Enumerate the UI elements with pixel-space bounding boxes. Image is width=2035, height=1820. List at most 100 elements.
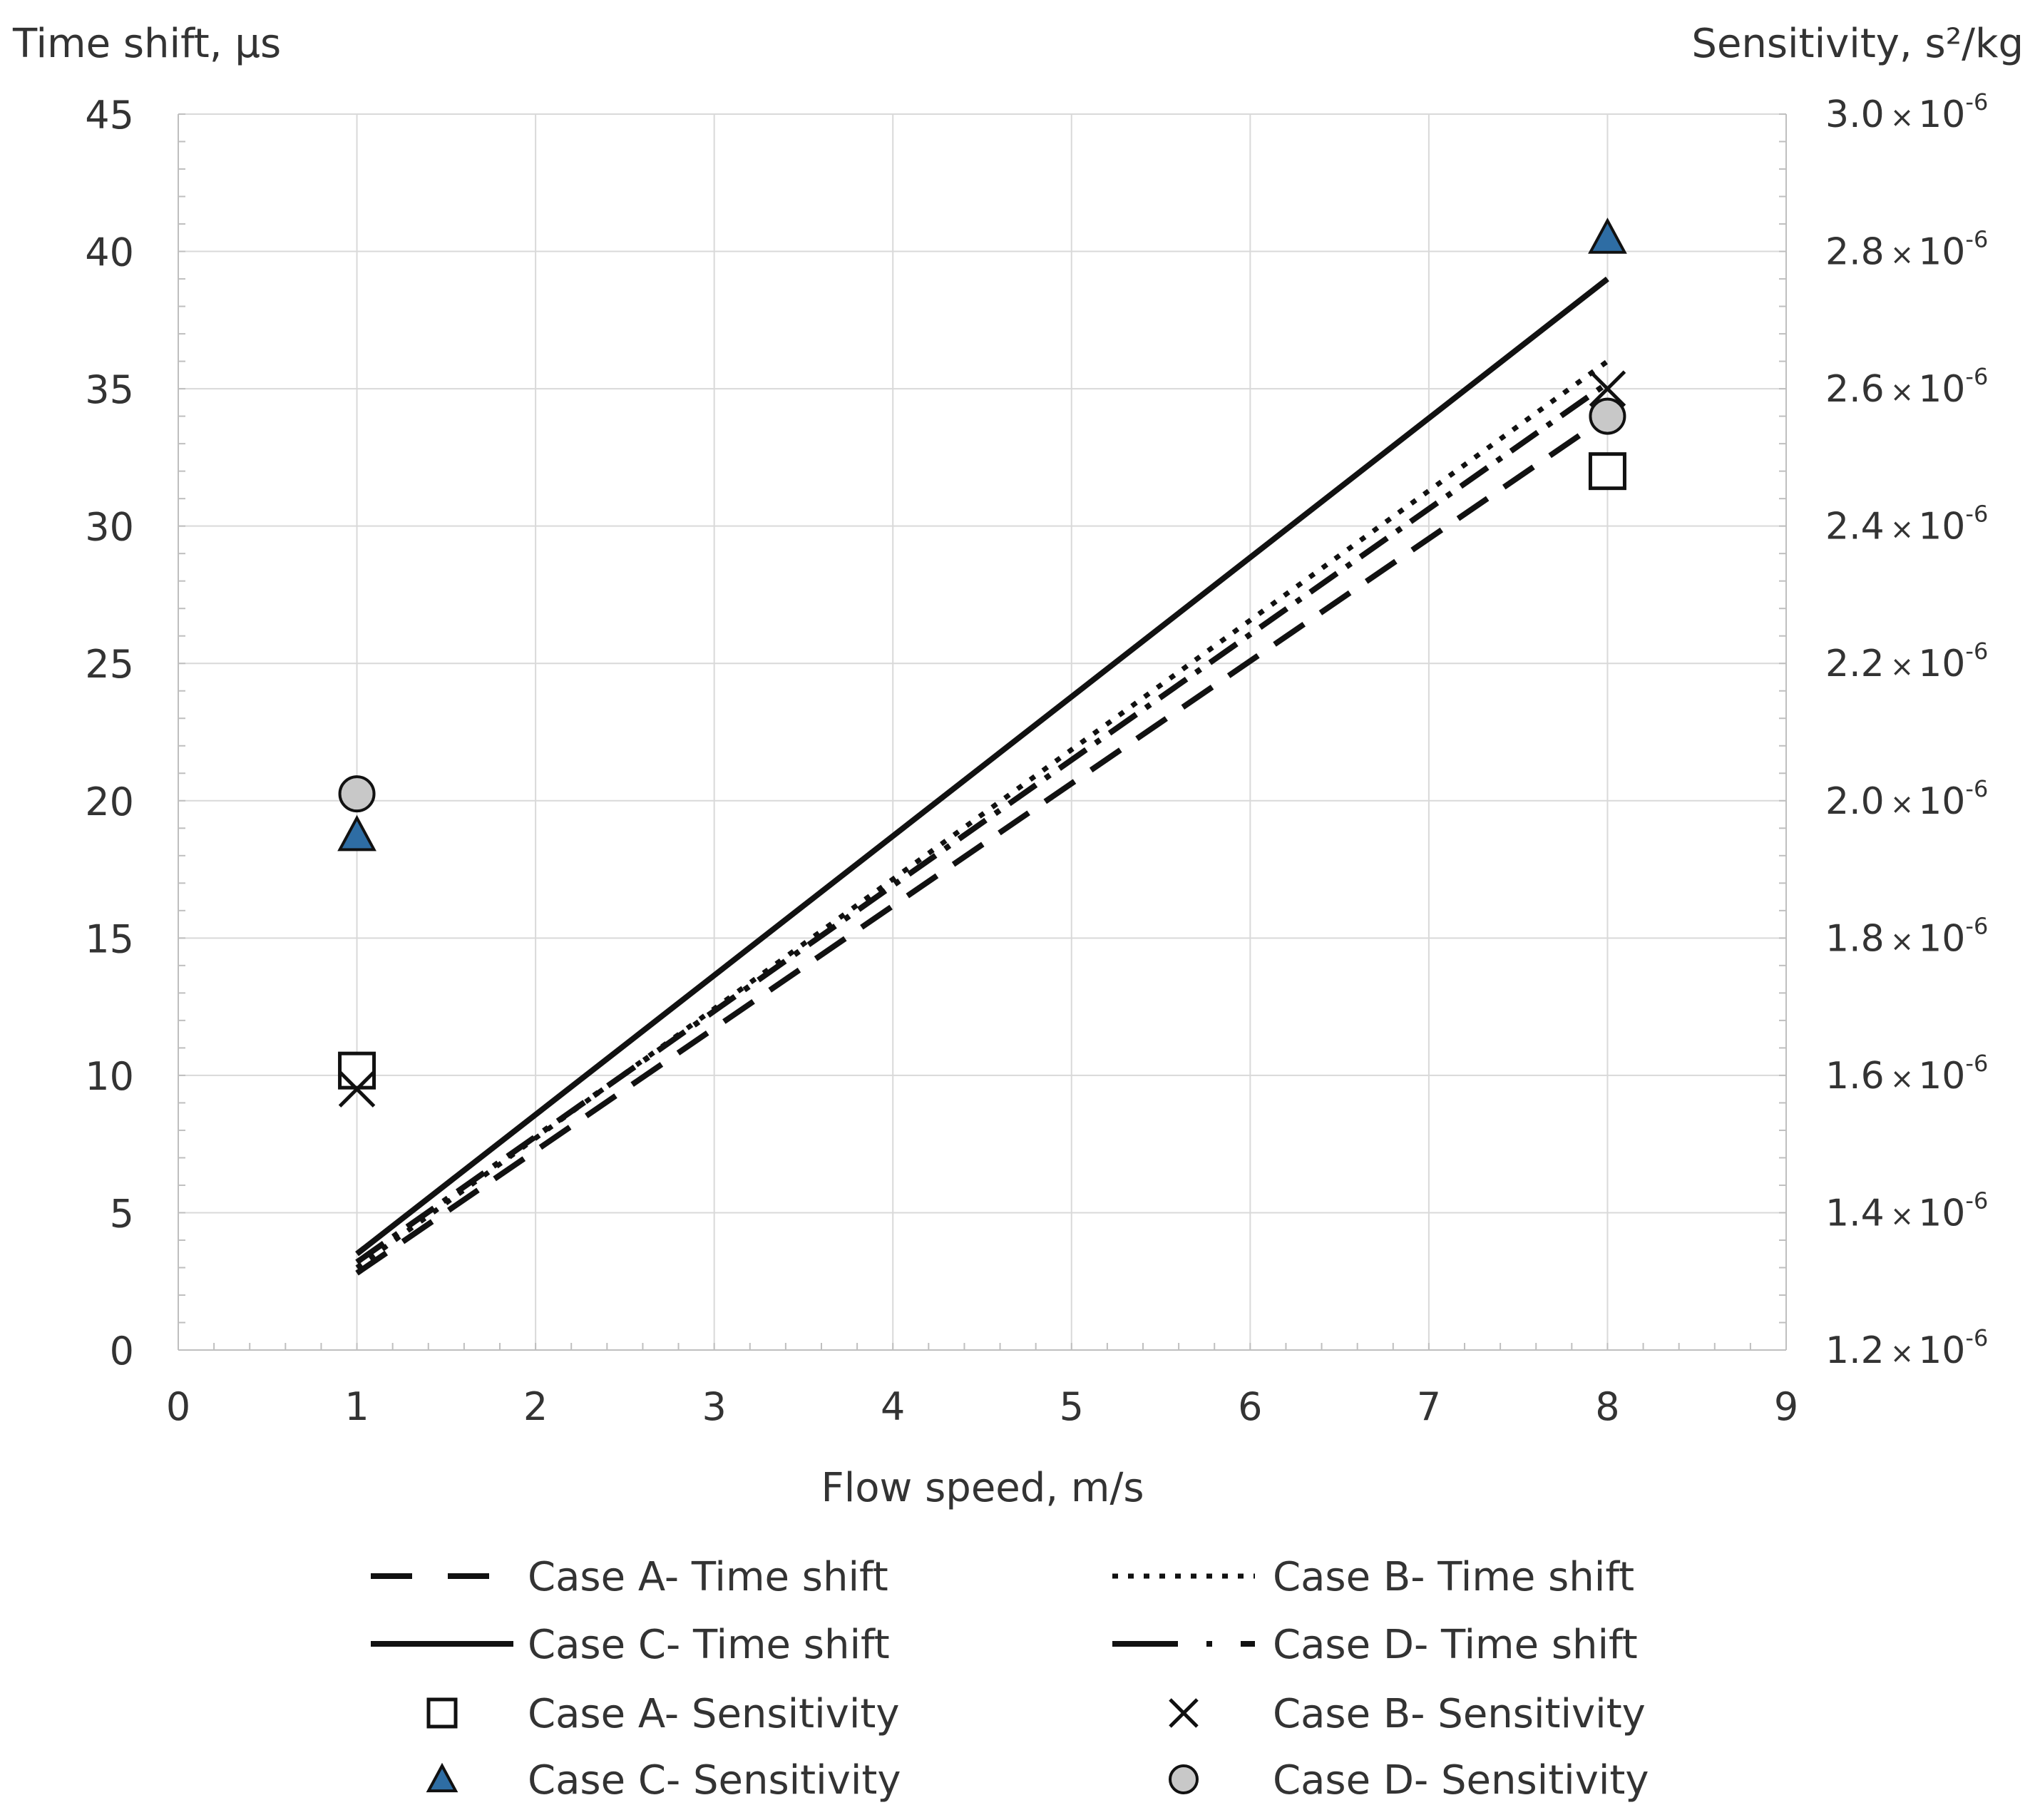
y-right-tick-exponent: -6 bbox=[1965, 1324, 1988, 1351]
y-right-tick-mantissa: 1.6 bbox=[1825, 1055, 1885, 1098]
y-right-tick-times: × bbox=[1890, 650, 1914, 683]
y-right-tick-base: 10 bbox=[1918, 1192, 1965, 1234]
y-left-tick-label: 15 bbox=[85, 916, 134, 961]
legend-marker-square bbox=[426, 1697, 458, 1729]
y-right-tick-base: 10 bbox=[1918, 368, 1965, 411]
y-right-tick-mantissa: 2.4 bbox=[1825, 506, 1885, 548]
y-left-tick-label: 20 bbox=[85, 779, 134, 824]
y-right-tick-exponent: -6 bbox=[1965, 775, 1988, 802]
y-left-axis-title: Time shift, μs bbox=[12, 21, 281, 67]
x-tick-label: 4 bbox=[881, 1384, 905, 1429]
y-right-axis-title: Sensitivity, s²/kg bbox=[1691, 21, 2024, 67]
x-axis-title: Flow speed, m/s bbox=[821, 1465, 1144, 1511]
y-right-tick-base: 10 bbox=[1918, 1055, 1965, 1098]
y-right-tick-exponent: -6 bbox=[1965, 638, 1988, 665]
x-tick-label: 8 bbox=[1595, 1384, 1619, 1429]
y-right-tick-mantissa: 3.0 bbox=[1825, 93, 1885, 136]
y-right-tick-mantissa: 2.8 bbox=[1825, 231, 1885, 274]
series-markers bbox=[337, 218, 1627, 1108]
y-right-tick-base: 10 bbox=[1918, 1329, 1965, 1372]
y-right-tick-label: 3.0 × 10-6 bbox=[1825, 88, 1988, 136]
sensitivity-marker-x bbox=[1589, 370, 1626, 407]
legend-marker-x-stroke bbox=[1169, 1698, 1199, 1728]
y-left-tick-label: 0 bbox=[110, 1329, 134, 1374]
y-right-tick-label: 2.6 × 10-6 bbox=[1825, 363, 1988, 411]
legend-label: Case B- Sensitivity bbox=[1273, 1691, 1646, 1737]
y-right-tick-exponent: -6 bbox=[1965, 226, 1988, 253]
legend-label: Case A- Sensitivity bbox=[528, 1691, 899, 1737]
y-right-tick-times: × bbox=[1890, 376, 1914, 409]
legend-marker-circle bbox=[1169, 1764, 1199, 1794]
y-right-tick-label: 1.8 × 10-6 bbox=[1825, 912, 1988, 960]
y-right-tick-exponent: -6 bbox=[1965, 1050, 1988, 1077]
sensitivity-marker-circle bbox=[338, 775, 376, 813]
y-left-tick-label: 10 bbox=[85, 1054, 134, 1099]
sensitivity-marker-triangle bbox=[337, 814, 376, 852]
series-lines bbox=[355, 276, 1609, 1276]
sensitivity-marker-x-stroke bbox=[338, 1070, 376, 1108]
y-right-tick-times: × bbox=[1890, 1200, 1914, 1232]
y-right-tick-label: 1.2 × 10-6 bbox=[1825, 1324, 1988, 1372]
y-right-tick-mantissa: 1.2 bbox=[1825, 1329, 1885, 1372]
x-tick-label: 0 bbox=[166, 1384, 190, 1429]
y-right-tick-mantissa: 1.8 bbox=[1825, 917, 1885, 960]
sensitivity-marker-square bbox=[338, 1051, 376, 1090]
y-right-tick-mantissa: 2.2 bbox=[1825, 643, 1885, 685]
legend-label: Case A- Time shift bbox=[528, 1554, 888, 1600]
sensitivity-marker-square bbox=[1588, 452, 1626, 491]
y-right-tick-exponent: -6 bbox=[1965, 501, 1988, 528]
y-left-tick-label: 45 bbox=[85, 93, 134, 138]
y-left-tick-label: 5 bbox=[110, 1191, 134, 1236]
y-right-tick-times: × bbox=[1890, 101, 1914, 134]
legend-label: Case D- Time shift bbox=[1273, 1622, 1638, 1668]
y-right-tick-label: 1.6 × 10-6 bbox=[1825, 1050, 1988, 1098]
y-right-tick-label: 1.4 × 10-6 bbox=[1825, 1187, 1988, 1234]
y-right-tick-exponent: -6 bbox=[1965, 1187, 1988, 1214]
sensitivity-marker-x bbox=[338, 1070, 376, 1108]
y-right-tick-mantissa: 1.4 bbox=[1825, 1192, 1885, 1234]
y-right-tick-exponent: -6 bbox=[1965, 88, 1988, 116]
y-right-tick-times: × bbox=[1890, 1063, 1914, 1095]
y-right-tick-base: 10 bbox=[1918, 93, 1965, 136]
y-right-tick-times: × bbox=[1890, 925, 1914, 958]
legend-marker-x bbox=[1169, 1698, 1199, 1728]
y-right-tick-base: 10 bbox=[1918, 780, 1965, 823]
y-right-tick-base: 10 bbox=[1918, 506, 1965, 548]
y-right-tick-base: 10 bbox=[1918, 643, 1965, 685]
legend-label: Case D- Sensitivity bbox=[1273, 1757, 1649, 1804]
y-left-tick-label: 30 bbox=[85, 505, 134, 550]
y-right-tick-mantissa: 2.0 bbox=[1825, 780, 1885, 823]
sensitivity-marker-circle bbox=[1589, 397, 1626, 435]
x-tick-label: 7 bbox=[1417, 1384, 1441, 1429]
y-left-tick-label: 35 bbox=[85, 367, 134, 412]
y-left-tick-label: 40 bbox=[85, 230, 134, 275]
legend-marker-triangle bbox=[426, 1762, 458, 1793]
x-tick-label: 1 bbox=[344, 1384, 369, 1429]
x-tick-label: 3 bbox=[702, 1384, 726, 1429]
y-right-tick-label: 2.2 × 10-6 bbox=[1825, 638, 1988, 685]
x-tick-label: 6 bbox=[1238, 1384, 1262, 1429]
x-tick-label: 5 bbox=[1060, 1384, 1084, 1429]
plot-frame bbox=[178, 114, 1787, 1351]
y-right-tick-exponent: -6 bbox=[1965, 363, 1988, 390]
time-shift-line-a bbox=[355, 414, 1609, 1276]
sensitivity-marker-triangle bbox=[1588, 218, 1627, 254]
sensitivity-marker-x-stroke bbox=[1589, 370, 1626, 407]
y-left-tick-label: 25 bbox=[85, 642, 134, 687]
legend-label: Case C- Time shift bbox=[528, 1622, 890, 1668]
time-shift-line-b bbox=[355, 359, 1609, 1270]
time-shift-line-d bbox=[355, 381, 1609, 1265]
time-shift-line-c bbox=[355, 276, 1609, 1257]
y-right-tick-base: 10 bbox=[1918, 917, 1965, 960]
legend-label: Case C- Sensitivity bbox=[528, 1757, 901, 1804]
y-right-tick-label: 2.4 × 10-6 bbox=[1825, 501, 1988, 548]
y-right-tick-times: × bbox=[1890, 788, 1914, 821]
y-right-tick-label: 2.8 × 10-6 bbox=[1825, 226, 1988, 274]
y-right-tick-label: 2.0 × 10-6 bbox=[1825, 775, 1988, 823]
legend: Case A- Time shift Case B- Time shift Case… bbox=[371, 1554, 1649, 1804]
x-tick-label: 9 bbox=[1774, 1384, 1798, 1429]
legend-label: Case B- Time shift bbox=[1273, 1554, 1634, 1600]
